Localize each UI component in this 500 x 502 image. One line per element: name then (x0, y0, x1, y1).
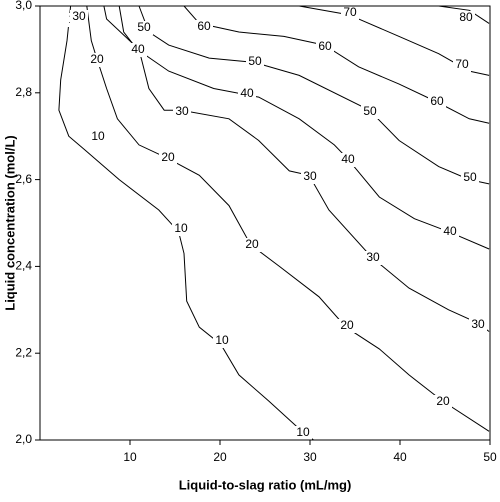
y-tick-label: 2,8 (15, 85, 32, 99)
contour-label-bg (294, 426, 312, 440)
contour-line (118, 5, 490, 250)
contour-label-bg (159, 151, 177, 165)
contour-label-bg (364, 251, 382, 265)
contour-label-bg (238, 87, 256, 101)
y-tick-label: 3,0 (15, 0, 32, 12)
contour-label-bg (434, 395, 452, 409)
contour-label-bg (341, 6, 359, 20)
contour-label-bg (301, 170, 319, 184)
contour-label: 30 (175, 104, 189, 118)
contour-label: 20 (161, 150, 175, 164)
contour-line (183, 5, 490, 124)
x-axis-title: Liquid-to-slag ratio (mL/mg) (179, 477, 352, 492)
contour-label: 20 (90, 52, 104, 66)
contour-label-bg (135, 21, 153, 35)
y-tick-label: 2,6 (15, 172, 32, 186)
contour-label: 10 (91, 129, 105, 143)
contour-label-bg (461, 171, 479, 185)
contour-label: 20 (436, 394, 450, 408)
contour-label: 50 (463, 170, 477, 184)
y-tick-label: 2,4 (15, 259, 32, 273)
contour-label-bg (457, 11, 475, 25)
contour-label: 70 (343, 5, 357, 19)
contour-label: 50 (137, 20, 151, 34)
contour-label-bg (469, 318, 487, 332)
x-tick-label: 10 (123, 450, 137, 464)
contour-label: 30 (72, 9, 86, 23)
contour-label: 40 (443, 224, 457, 238)
contour-label: 40 (341, 152, 355, 166)
contour-label: 20 (340, 318, 354, 332)
x-tick-label: 30 (303, 450, 317, 464)
contour-label-bg (316, 40, 334, 54)
contour-label: 30 (471, 317, 485, 331)
contour-label-bg (88, 53, 106, 67)
contour-label-bg (441, 225, 459, 239)
contour-label-bg (453, 58, 471, 72)
contour-label: 50 (363, 104, 377, 118)
contour-label: 60 (318, 39, 332, 53)
contour-line (138, 5, 490, 185)
contour-label-bg (361, 105, 379, 119)
contour-label-bg (246, 55, 264, 69)
contour-label-bg (89, 130, 107, 144)
contour-label: 30 (303, 169, 317, 183)
contour-label: 10 (296, 425, 310, 439)
contour-label: 40 (240, 86, 254, 100)
x-tick-label: 50 (483, 450, 497, 464)
contour-line (299, 5, 490, 76)
contour-label-bg (195, 20, 213, 34)
contour-label-bg (428, 95, 446, 109)
contour-label-bg (243, 238, 261, 252)
contour-line (438, 5, 490, 24)
contour-label-bg (172, 222, 190, 236)
contour-label-bg (173, 105, 191, 119)
contour-label-bg (338, 319, 356, 333)
y-tick-label: 2,2 (15, 345, 32, 359)
contour-label-bg (70, 10, 88, 24)
contour-label-bg (213, 334, 231, 348)
contour-label: 60 (430, 94, 444, 108)
y-axis-title: Liquid concentration (mol/L) (2, 135, 17, 311)
contour-label: 50 (248, 54, 262, 68)
x-tick-label: 20 (213, 450, 227, 464)
contour-label: 10 (174, 221, 188, 235)
contour-label: 10 (215, 333, 229, 347)
contour-label: 20 (245, 237, 259, 251)
plot-frame (39, 5, 491, 441)
contour-line (86, 5, 490, 432)
contour-line (103, 5, 490, 332)
contour-label-bg (339, 153, 357, 167)
contour-label: 70 (455, 57, 469, 71)
contour-label: 40 (131, 42, 145, 56)
x-tick-label: 40 (393, 450, 407, 464)
contour-label-bg (129, 43, 147, 57)
contour-label: 80 (459, 10, 473, 24)
contour-label: 60 (197, 19, 211, 33)
y-tick-label: 2,0 (15, 432, 32, 446)
contour-label: 30 (366, 250, 380, 264)
